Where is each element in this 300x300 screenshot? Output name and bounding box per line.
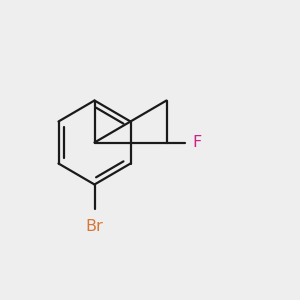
Text: Br: Br — [85, 219, 103, 234]
Text: F: F — [192, 135, 201, 150]
